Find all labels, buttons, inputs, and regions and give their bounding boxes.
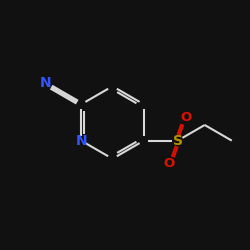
Text: N: N: [75, 134, 87, 147]
Text: O: O: [163, 157, 174, 170]
Text: N: N: [40, 76, 51, 90]
Text: S: S: [173, 134, 183, 147]
Text: O: O: [181, 112, 192, 124]
